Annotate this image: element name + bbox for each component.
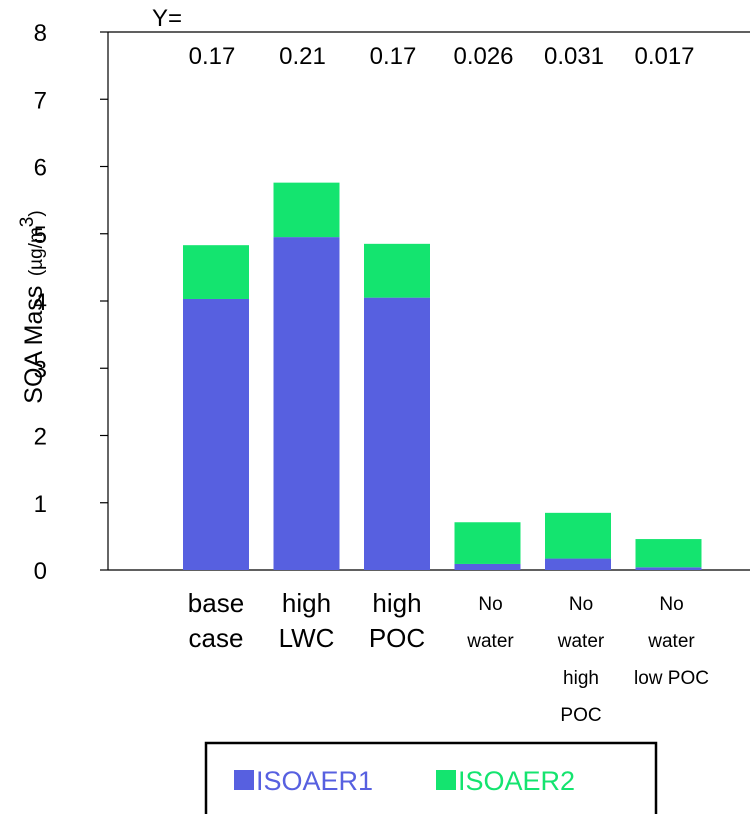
bar-isoaer1-2 [364, 297, 430, 570]
annotation-value: 0.17 [189, 43, 236, 70]
y-axis-label: SOA Mass (µg/m3) [17, 210, 48, 403]
legend-label-isoaer2: ISOAER2 [458, 766, 575, 796]
annotation-value: 0.017 [634, 43, 694, 70]
bars [183, 182, 702, 571]
y-tick-label: 0 [34, 558, 47, 585]
bar-isoaer2-2 [364, 243, 430, 298]
x-category-label: No [659, 594, 683, 615]
bar-isoaer1-4 [545, 558, 611, 570]
x-category-label: high [563, 668, 599, 689]
y-tick-label: 1 [34, 491, 47, 518]
x-category-label: No [569, 594, 593, 615]
y-tick-label: 8 [34, 20, 47, 47]
category-labels: base case high LWC high POC No water No water high… [188, 588, 709, 726]
x-category-label: water [466, 631, 514, 652]
x-category-label: water [557, 631, 605, 652]
y-tick-label: 2 [34, 424, 47, 451]
x-category-label: base [188, 588, 244, 618]
y-tick-label: 6 [34, 155, 47, 182]
bar-isoaer1-1 [273, 237, 340, 571]
bar-isoaer2-4 [545, 512, 611, 559]
annotation-value: 0.21 [279, 43, 326, 70]
legend-swatch-isoaer1 [234, 770, 254, 790]
annotation-prefix: Y= [152, 5, 182, 32]
x-category-label: high [282, 588, 331, 618]
x-category-label: water [647, 631, 695, 652]
x-category-label: POC [560, 705, 601, 726]
x-category-label: case [189, 623, 244, 653]
y-tick-label: 3 [34, 356, 47, 383]
bar-isoaer2-1 [273, 182, 340, 238]
x-category-label: high [372, 588, 421, 618]
y-annotations: Y= 0.17 0.21 0.17 0.026 0.031 0.017 [152, 5, 695, 70]
annotation-value: 0.17 [370, 43, 417, 70]
y-tick-label: 5 [34, 222, 47, 249]
bar-isoaer2-5 [635, 539, 702, 568]
x-category-label: POC [369, 623, 425, 653]
legend: ISOAER1 ISOAER2 [204, 741, 658, 814]
x-category-label: No [478, 594, 502, 615]
y-tick-label: 4 [34, 289, 47, 316]
bar-isoaer2-3 [454, 522, 521, 564]
legend-swatch-isoaer2 [436, 770, 456, 790]
bar-isoaer1-0 [183, 298, 249, 570]
annotation-value: 0.031 [544, 43, 604, 70]
bar-isoaer1-5 [635, 567, 702, 570]
bar-isoaer2-0 [183, 245, 249, 299]
y-tick-label: 7 [34, 87, 47, 114]
x-category-label: LWC [279, 623, 335, 653]
x-category-label: low POC [634, 668, 709, 689]
annotation-value: 0.026 [453, 43, 513, 70]
legend-label-isoaer1: ISOAER1 [256, 766, 373, 796]
legend-box [204, 741, 658, 814]
bar-isoaer1-3 [454, 563, 521, 570]
